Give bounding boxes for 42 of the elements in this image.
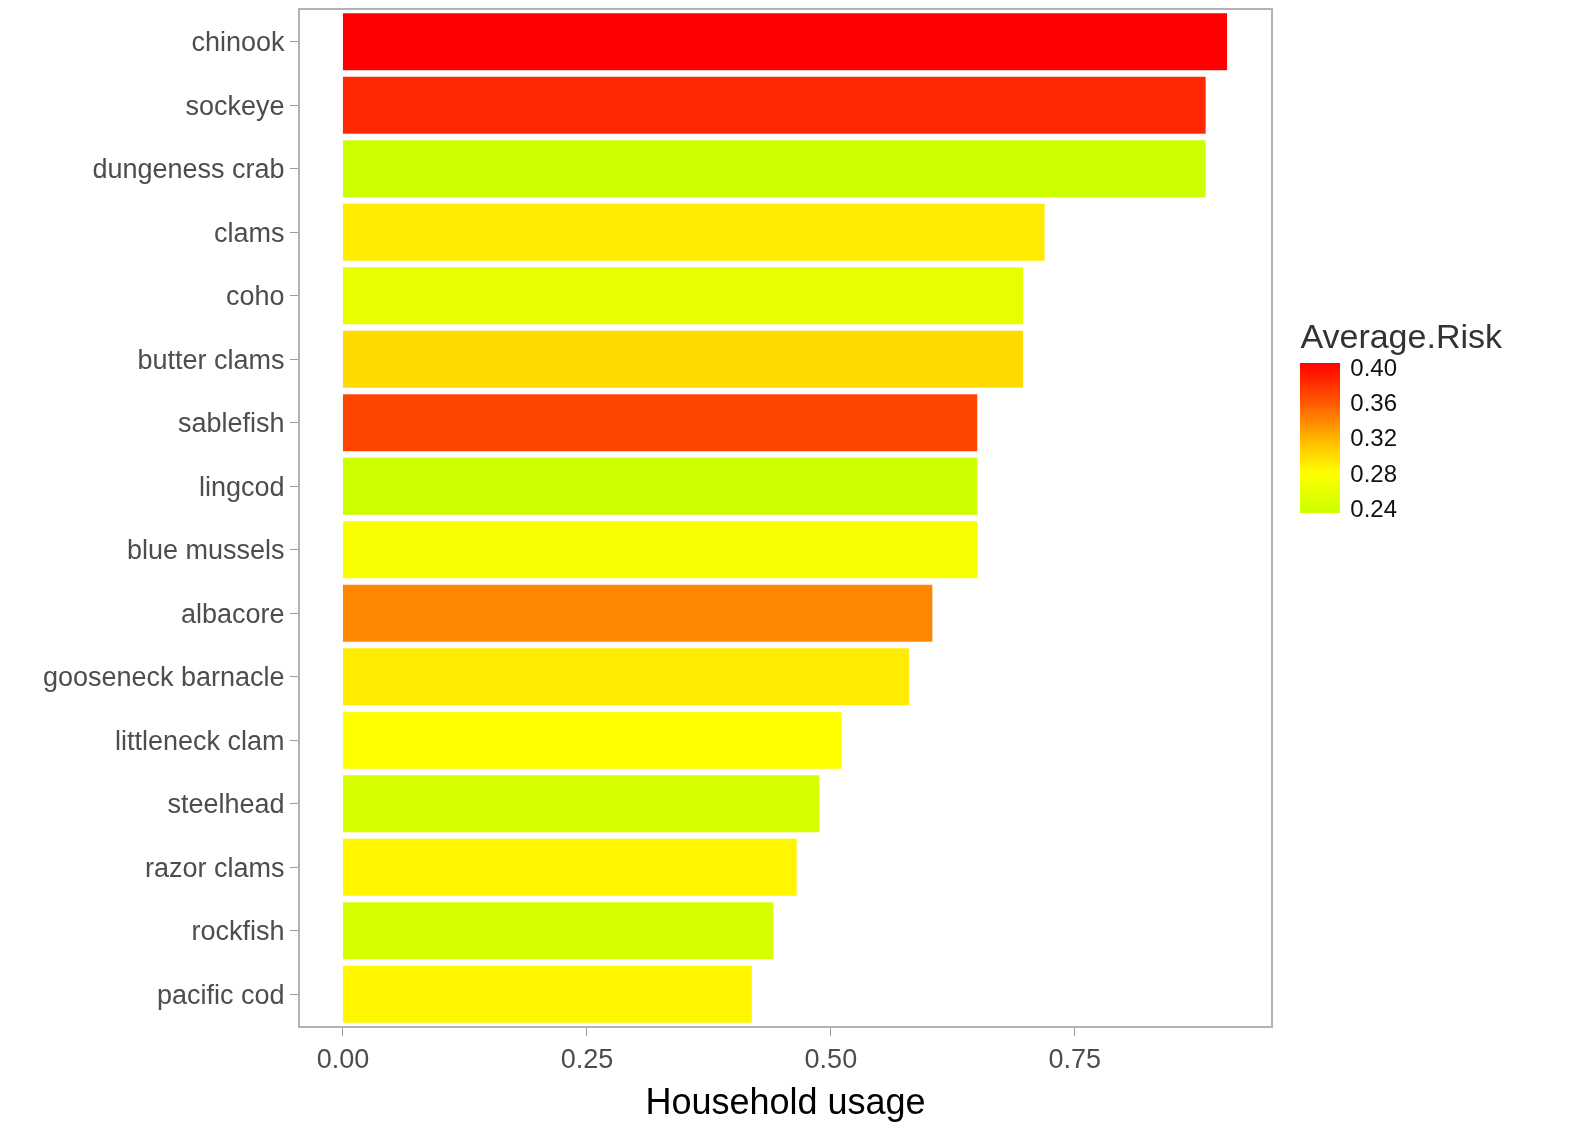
bar [342, 76, 1206, 134]
color-bar-label: 0.32 [1350, 424, 1398, 452]
y-tick-label: lingcod [199, 471, 285, 502]
x-tick-label: 0.00 [316, 1044, 370, 1075]
color-bar-label: 0.28 [1350, 459, 1398, 487]
bar [342, 965, 752, 1023]
bar [342, 457, 978, 515]
y-tick-label: albacore [181, 598, 285, 629]
y-tick-label: dungeness crab [92, 154, 285, 185]
y-tick-label: steelhead [167, 789, 285, 820]
y-tick-label: coho [226, 281, 285, 312]
y-tick-label: butter clams [137, 344, 285, 375]
bar [342, 330, 1024, 388]
bar [342, 203, 1045, 261]
color-bar-title: Average.Risk [1300, 317, 1503, 356]
bar [342, 838, 797, 896]
x-tick-label: 0.25 [560, 1044, 614, 1075]
bar [342, 584, 933, 642]
y-tick-label: blue mussels [127, 535, 285, 566]
y-tick-label: razor clams [145, 852, 285, 883]
x-axis-title: Household usage [645, 1080, 926, 1122]
y-tick-label: sablefish [178, 408, 285, 439]
color-bar-label: 0.36 [1350, 389, 1398, 417]
bar [342, 521, 978, 579]
bar [342, 775, 820, 833]
bar [342, 140, 1206, 198]
y-tick-label: rockfish [191, 916, 285, 947]
y-tick-label: pacific cod [157, 979, 285, 1010]
x-tick-label: 0.50 [804, 1044, 858, 1075]
bar [342, 267, 1024, 325]
bar [342, 394, 978, 452]
bar [342, 13, 1228, 71]
x-tick-label: 0.75 [1048, 1044, 1102, 1075]
y-tick-label: littleneck clam [115, 725, 285, 756]
y-tick-label: chinook [191, 27, 286, 58]
y-tick-label: sockeye [185, 90, 285, 121]
y-tick-label: gooseneck barnacle [42, 662, 285, 693]
y-tick-label: clams [214, 217, 285, 248]
bar [342, 711, 842, 769]
bar [342, 902, 774, 960]
color-bar-label: 0.24 [1350, 494, 1398, 522]
bar [342, 648, 909, 706]
